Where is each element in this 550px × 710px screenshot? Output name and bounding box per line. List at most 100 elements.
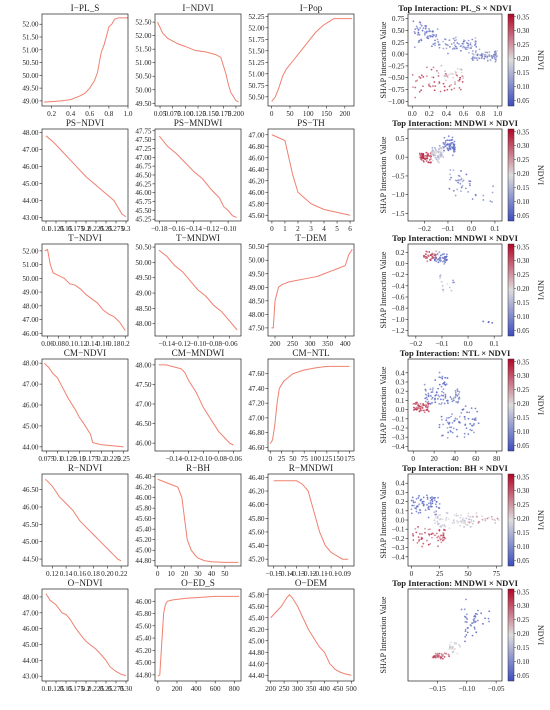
scatter-point xyxy=(423,157,425,160)
scatter-point xyxy=(443,536,446,539)
scatter-point xyxy=(437,387,440,390)
scatter-point xyxy=(456,188,459,191)
y-tick-label: −0.25 xyxy=(388,62,405,70)
scatter-point xyxy=(415,510,418,513)
scatter-point xyxy=(456,390,459,392)
x-tick-label: 200 xyxy=(172,685,183,693)
colorbar-tick-label: 0.15 xyxy=(517,414,530,422)
x-tick-label: 0.1 xyxy=(490,225,499,233)
scatter-point xyxy=(437,156,440,158)
scatter-point xyxy=(437,82,440,85)
scatter-point xyxy=(428,502,430,505)
scatter-point xyxy=(426,407,429,409)
scatter-point xyxy=(424,527,426,530)
scatter-point xyxy=(482,199,485,201)
scatter-point xyxy=(418,503,421,506)
scatter-point xyxy=(418,495,420,497)
scatter-point xyxy=(426,155,428,158)
colorbar-tick-label: 0.05 xyxy=(517,212,530,220)
scatter-point xyxy=(452,397,455,399)
x-tick-label: 1 xyxy=(283,225,287,233)
scatter-point xyxy=(454,36,457,39)
scatter-point xyxy=(429,394,432,397)
x-tick-label: 0.15 xyxy=(73,455,86,463)
scatter-point xyxy=(464,620,467,623)
axes-frame xyxy=(407,473,503,567)
y-tick-label: 46.00 xyxy=(22,402,39,410)
scatter-point xyxy=(442,40,445,43)
colorbar-tick-label: 0.35 xyxy=(517,243,530,251)
scatter-point xyxy=(437,522,439,525)
scatter-point xyxy=(467,39,470,42)
scatter-point xyxy=(463,436,466,438)
scatter-point xyxy=(456,394,459,397)
scatter-point xyxy=(418,21,421,24)
scatter-point xyxy=(469,42,472,45)
x-tick-label: 800 xyxy=(229,685,240,693)
scatter-point xyxy=(456,76,459,78)
series-line xyxy=(43,362,124,448)
x-tick-label: 0 xyxy=(268,455,272,463)
scatter-point xyxy=(446,88,449,91)
scatter-point xyxy=(487,617,490,620)
scatter-point xyxy=(446,421,449,424)
scatter-point xyxy=(448,39,451,42)
scatter-point xyxy=(426,398,429,401)
subplot-14: CM−MNDWI −0.14−0.12−0.10−0.08−0.06 46.00 46… xyxy=(135,348,242,463)
colorbar-tick-label: 0.30 xyxy=(517,487,530,495)
scatter-point xyxy=(453,47,456,50)
y-tick-label: −1.2 xyxy=(391,327,404,335)
y-axis-label: SHAP Interaction Value xyxy=(379,366,388,443)
x-tick-label: 250 xyxy=(287,340,298,348)
scatter-point xyxy=(447,653,450,656)
scatter-point xyxy=(462,408,465,411)
scatter-point xyxy=(427,392,430,395)
x-tick-label: 0.275 xyxy=(108,685,125,693)
scatter-point xyxy=(494,60,497,63)
scatter-point xyxy=(430,257,433,260)
scatter-point xyxy=(493,53,495,56)
colorbar-tick-label: 0.20 xyxy=(517,515,530,523)
subplot-11: T−DEM 200 250 300 350 400 47.50 48.00 48.50 49.00… xyxy=(248,233,355,348)
x-tick-label: 400 xyxy=(191,685,202,693)
scatter-point xyxy=(415,25,418,28)
scatter-point xyxy=(438,383,441,386)
colorbar-tick-label: 0.35 xyxy=(517,588,530,596)
x-tick-label: 0.6 xyxy=(459,110,468,118)
colorbar-tick-label: 0.20 xyxy=(517,55,530,63)
subplot-9: T−NDVI 0.060.08 0.1 0.120.140.160.18 0.2 46.0… xyxy=(22,233,130,348)
x-tick-label: 0.15 xyxy=(60,225,73,233)
scatter-point xyxy=(486,517,489,520)
scatter-point xyxy=(419,77,422,79)
scatter-point xyxy=(442,290,445,293)
scatter-point xyxy=(486,55,489,58)
scatter-point xyxy=(495,56,497,59)
scatter-point xyxy=(435,656,437,659)
scatter-point xyxy=(439,538,442,541)
scatter-point xyxy=(464,418,466,420)
scatter-point xyxy=(463,520,466,523)
x-tick-label: 0.18 xyxy=(108,340,121,348)
scatter-point xyxy=(463,522,465,524)
scatter-point xyxy=(446,283,449,285)
y-tick-label: −0.8 xyxy=(391,305,404,313)
x-tick-label: −0.1 xyxy=(325,570,338,578)
scatter-point xyxy=(454,396,457,399)
scatter-point xyxy=(457,643,460,646)
y-tick-label: 45.40 xyxy=(248,542,265,550)
y-tick-label: 45.00 xyxy=(22,180,39,188)
scatter-point xyxy=(418,75,421,78)
scatter-point xyxy=(477,58,479,60)
scatter-point xyxy=(428,154,431,157)
y-tick-label: 45.60 xyxy=(248,528,265,536)
y-tick-label: 0.00 xyxy=(392,51,405,59)
y-tick-label: 44.80 xyxy=(248,649,265,657)
y-tick-label: 45.60 xyxy=(135,515,152,523)
scatter-point xyxy=(448,144,451,146)
scatter-point xyxy=(432,656,435,659)
series-line xyxy=(45,478,122,562)
x-tick-label: 0.225 xyxy=(104,455,121,463)
subplot-title: R−NDVI xyxy=(68,463,102,473)
subplot-title: Top Interaction: MNDWI × NDVI xyxy=(392,233,519,243)
